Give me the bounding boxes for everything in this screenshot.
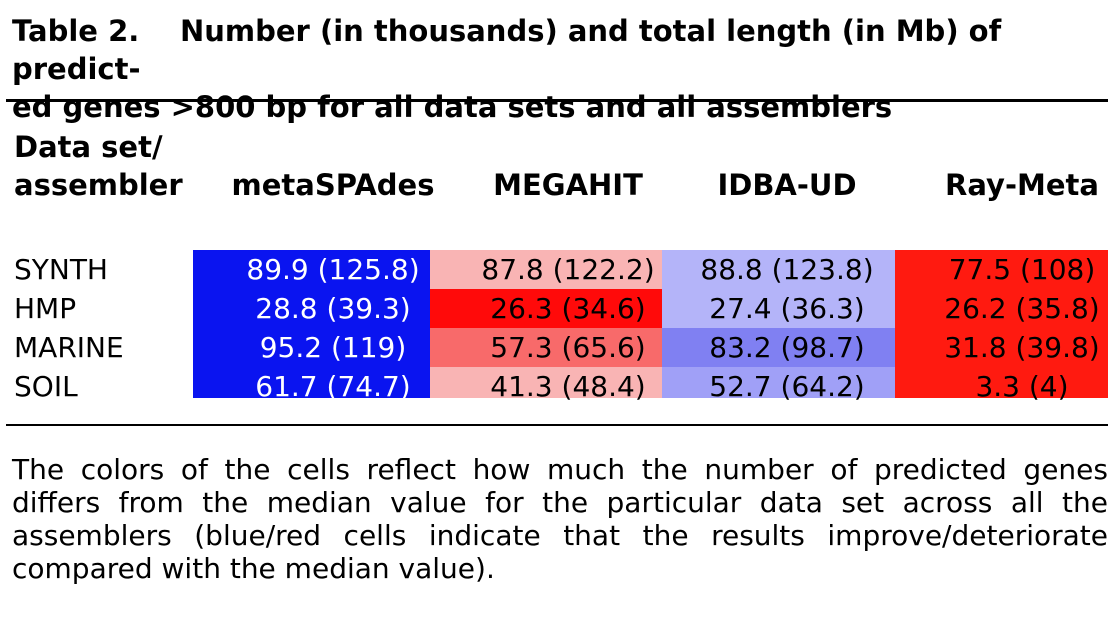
table-cell-value: 31.8 (39.8) xyxy=(944,331,1100,364)
bottom-rule xyxy=(6,424,1108,426)
table-cell xyxy=(193,289,430,328)
row-label-soil: SOIL xyxy=(14,370,78,403)
table-cell-value: 77.5 (108) xyxy=(948,253,1096,286)
table-cell xyxy=(895,289,1108,328)
column-header-metaspades: metaSPAdes xyxy=(231,168,435,202)
table-cell xyxy=(193,367,430,398)
table-cell xyxy=(662,367,895,398)
table-cell-value: 41.3 (48.4) xyxy=(490,370,646,403)
column-header-megahit: MEGAHIT xyxy=(493,168,643,202)
table-cell xyxy=(430,250,662,289)
table-label: Table 2. xyxy=(12,14,140,48)
table-cell-value: 83.2 (98.7) xyxy=(709,331,865,364)
table-cell-value: 61.7 (74.7) xyxy=(255,370,411,403)
table-cell xyxy=(662,328,895,367)
row-header-label: Data set/ assembler xyxy=(14,128,183,204)
row-header-line1: Data set/ xyxy=(14,130,163,164)
table-cell-value: 57.3 (65.6) xyxy=(490,331,646,364)
table-cell xyxy=(193,250,430,289)
table-cell-value: 87.8 (122.2) xyxy=(481,253,655,286)
table-cell-value: 28.8 (39.3) xyxy=(255,292,411,325)
table-cell-value: 52.7 (64.2) xyxy=(709,370,865,403)
table-cell-value: 3.3 (4) xyxy=(975,370,1069,403)
table-title-line2: ed genes >800 bp for all data sets and a… xyxy=(12,90,893,124)
table-cell xyxy=(430,367,662,398)
table-caption: Table 2. Number (in thousands) and total … xyxy=(12,12,1108,126)
table-title-line1: Number (in thousands) and total length (… xyxy=(12,14,1002,86)
table-cell-value: 26.2 (35.8) xyxy=(944,292,1100,325)
table-cell xyxy=(430,328,662,367)
top-rule xyxy=(6,99,1108,102)
row-label-synth: SYNTH xyxy=(14,253,108,286)
table-cell-value: 95.2 (119) xyxy=(259,331,407,364)
table-cell xyxy=(662,250,895,289)
table-cell xyxy=(430,289,662,328)
table-cell xyxy=(895,367,1108,398)
row-header-line2: assembler xyxy=(14,168,183,202)
table-cell xyxy=(193,328,430,367)
table-cell xyxy=(662,289,895,328)
column-header-idba-ud: IDBA-UD xyxy=(717,168,857,202)
table-cell-value: 27.4 (36.3) xyxy=(709,292,865,325)
table-footnote: The colors of the cells reflect how much… xyxy=(12,453,1108,585)
table-cell-value: 89.9 (125.8) xyxy=(246,253,420,286)
row-label-marine: MARINE xyxy=(14,331,124,364)
table-cell xyxy=(895,250,1108,289)
row-label-hmp: HMP xyxy=(14,292,77,325)
table-cell-value: 26.3 (34.6) xyxy=(490,292,646,325)
table-cell xyxy=(895,328,1108,367)
table-cell-value: 88.8 (123.8) xyxy=(700,253,874,286)
column-header-ray-meta: Ray-Meta xyxy=(945,168,1099,202)
